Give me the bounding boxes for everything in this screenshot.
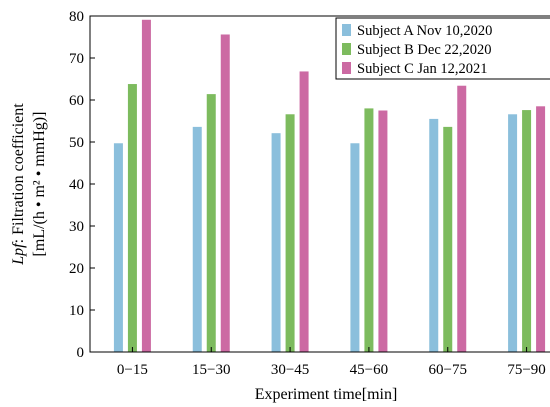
y-tick-label: 80 bbox=[69, 9, 84, 25]
bar bbox=[271, 133, 281, 352]
y-tick-label: 0 bbox=[77, 345, 85, 361]
x-axis: 0−15 15−30 30−45 45−60 60−75 75−90 bbox=[117, 347, 546, 378]
bar bbox=[522, 110, 532, 352]
legend-box bbox=[335, 17, 550, 80]
legend-label: Subject B Dec 22,2020 bbox=[357, 42, 492, 58]
y-tick-label: 20 bbox=[69, 261, 84, 277]
y-tick-label: 40 bbox=[69, 177, 84, 193]
bar bbox=[141, 19, 151, 353]
x-tick-label: 45−60 bbox=[350, 362, 388, 378]
y-tick-label: 70 bbox=[69, 51, 84, 67]
y-tick-label: 30 bbox=[69, 219, 84, 235]
bar bbox=[457, 85, 467, 352]
legend-swatch bbox=[342, 24, 351, 36]
legend-swatch bbox=[342, 62, 351, 74]
x-tick-label: 60−75 bbox=[429, 362, 467, 378]
y-tick-label: 10 bbox=[69, 303, 84, 319]
legend: Subject A Nov 10,2020 Subject B Dec 22,20… bbox=[335, 17, 550, 80]
bar bbox=[350, 143, 360, 352]
bar bbox=[536, 106, 546, 352]
bar bbox=[206, 94, 216, 353]
bar bbox=[299, 71, 309, 352]
y-axis-unit: [mL/(h • m² • mmHg)] bbox=[31, 112, 48, 257]
legend-swatch bbox=[342, 43, 351, 55]
x-tick-label: 0−15 bbox=[117, 362, 148, 378]
bar bbox=[220, 34, 230, 352]
y-axis-title-text: : Filtration coefficient bbox=[10, 103, 27, 244]
legend-label: Subject A Nov 10,2020 bbox=[357, 23, 492, 39]
y-axis-title: Lpf: Filtration coefficient bbox=[10, 103, 27, 266]
y-tick-label: 60 bbox=[69, 93, 84, 109]
x-tick-label: 15−30 bbox=[192, 362, 230, 378]
y-axis-title-symbol: Lpf bbox=[10, 241, 27, 266]
bar bbox=[113, 143, 123, 352]
bars-layer bbox=[113, 19, 546, 353]
legend-label: Subject C Jan 12,2021 bbox=[357, 61, 488, 77]
bar bbox=[429, 118, 439, 353]
x-axis-title: Experiment time[min] bbox=[255, 386, 398, 403]
x-tick-label: 75−90 bbox=[507, 362, 545, 378]
y-axis: 0 10 20 30 40 50 60 70 80 bbox=[69, 9, 95, 361]
x-tick-label: 30−45 bbox=[271, 362, 309, 378]
bar bbox=[508, 114, 518, 352]
bar bbox=[378, 110, 388, 352]
bar bbox=[192, 126, 202, 352]
bar bbox=[285, 114, 295, 352]
bar bbox=[443, 126, 453, 352]
bar bbox=[127, 84, 137, 352]
bar bbox=[364, 108, 374, 353]
y-tick-label: 50 bbox=[69, 135, 84, 151]
